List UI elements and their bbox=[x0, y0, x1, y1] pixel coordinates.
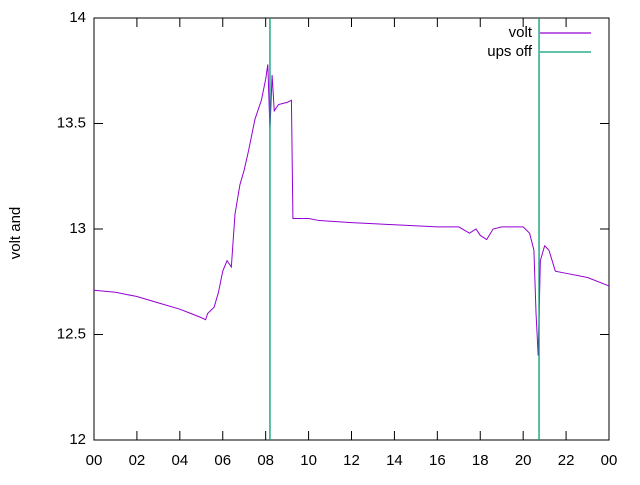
y-tick-label: 14 bbox=[69, 9, 86, 26]
x-tick-label: 20 bbox=[515, 452, 532, 469]
x-tick-label: 10 bbox=[300, 452, 317, 469]
y-tick-label: 12.5 bbox=[57, 325, 86, 342]
x-tick-label: 04 bbox=[171, 452, 188, 469]
x-tick-label: 14 bbox=[386, 452, 403, 469]
y-tick-label: 12 bbox=[69, 431, 86, 448]
x-tick-label: 08 bbox=[257, 452, 274, 469]
x-tick-label: 22 bbox=[558, 452, 575, 469]
y-tick-label: 13.5 bbox=[57, 114, 86, 131]
plot-frame bbox=[93, 17, 610, 441]
legend-label: ups off bbox=[487, 43, 533, 60]
y-tick-label: 13 bbox=[69, 220, 86, 237]
x-tick-label: 06 bbox=[214, 452, 231, 469]
x-tick-label: 12 bbox=[343, 452, 360, 469]
legend-label: volt bbox=[509, 24, 533, 41]
x-tick-label: 00 bbox=[86, 452, 103, 469]
y-axis-label: volt and bbox=[7, 207, 24, 260]
x-tick-label: 00 bbox=[601, 452, 618, 469]
x-tick-label: 16 bbox=[429, 452, 446, 469]
x-tick-label: 02 bbox=[129, 452, 146, 469]
x-tick-label: 18 bbox=[472, 452, 489, 469]
volt-line bbox=[93, 64, 610, 356]
